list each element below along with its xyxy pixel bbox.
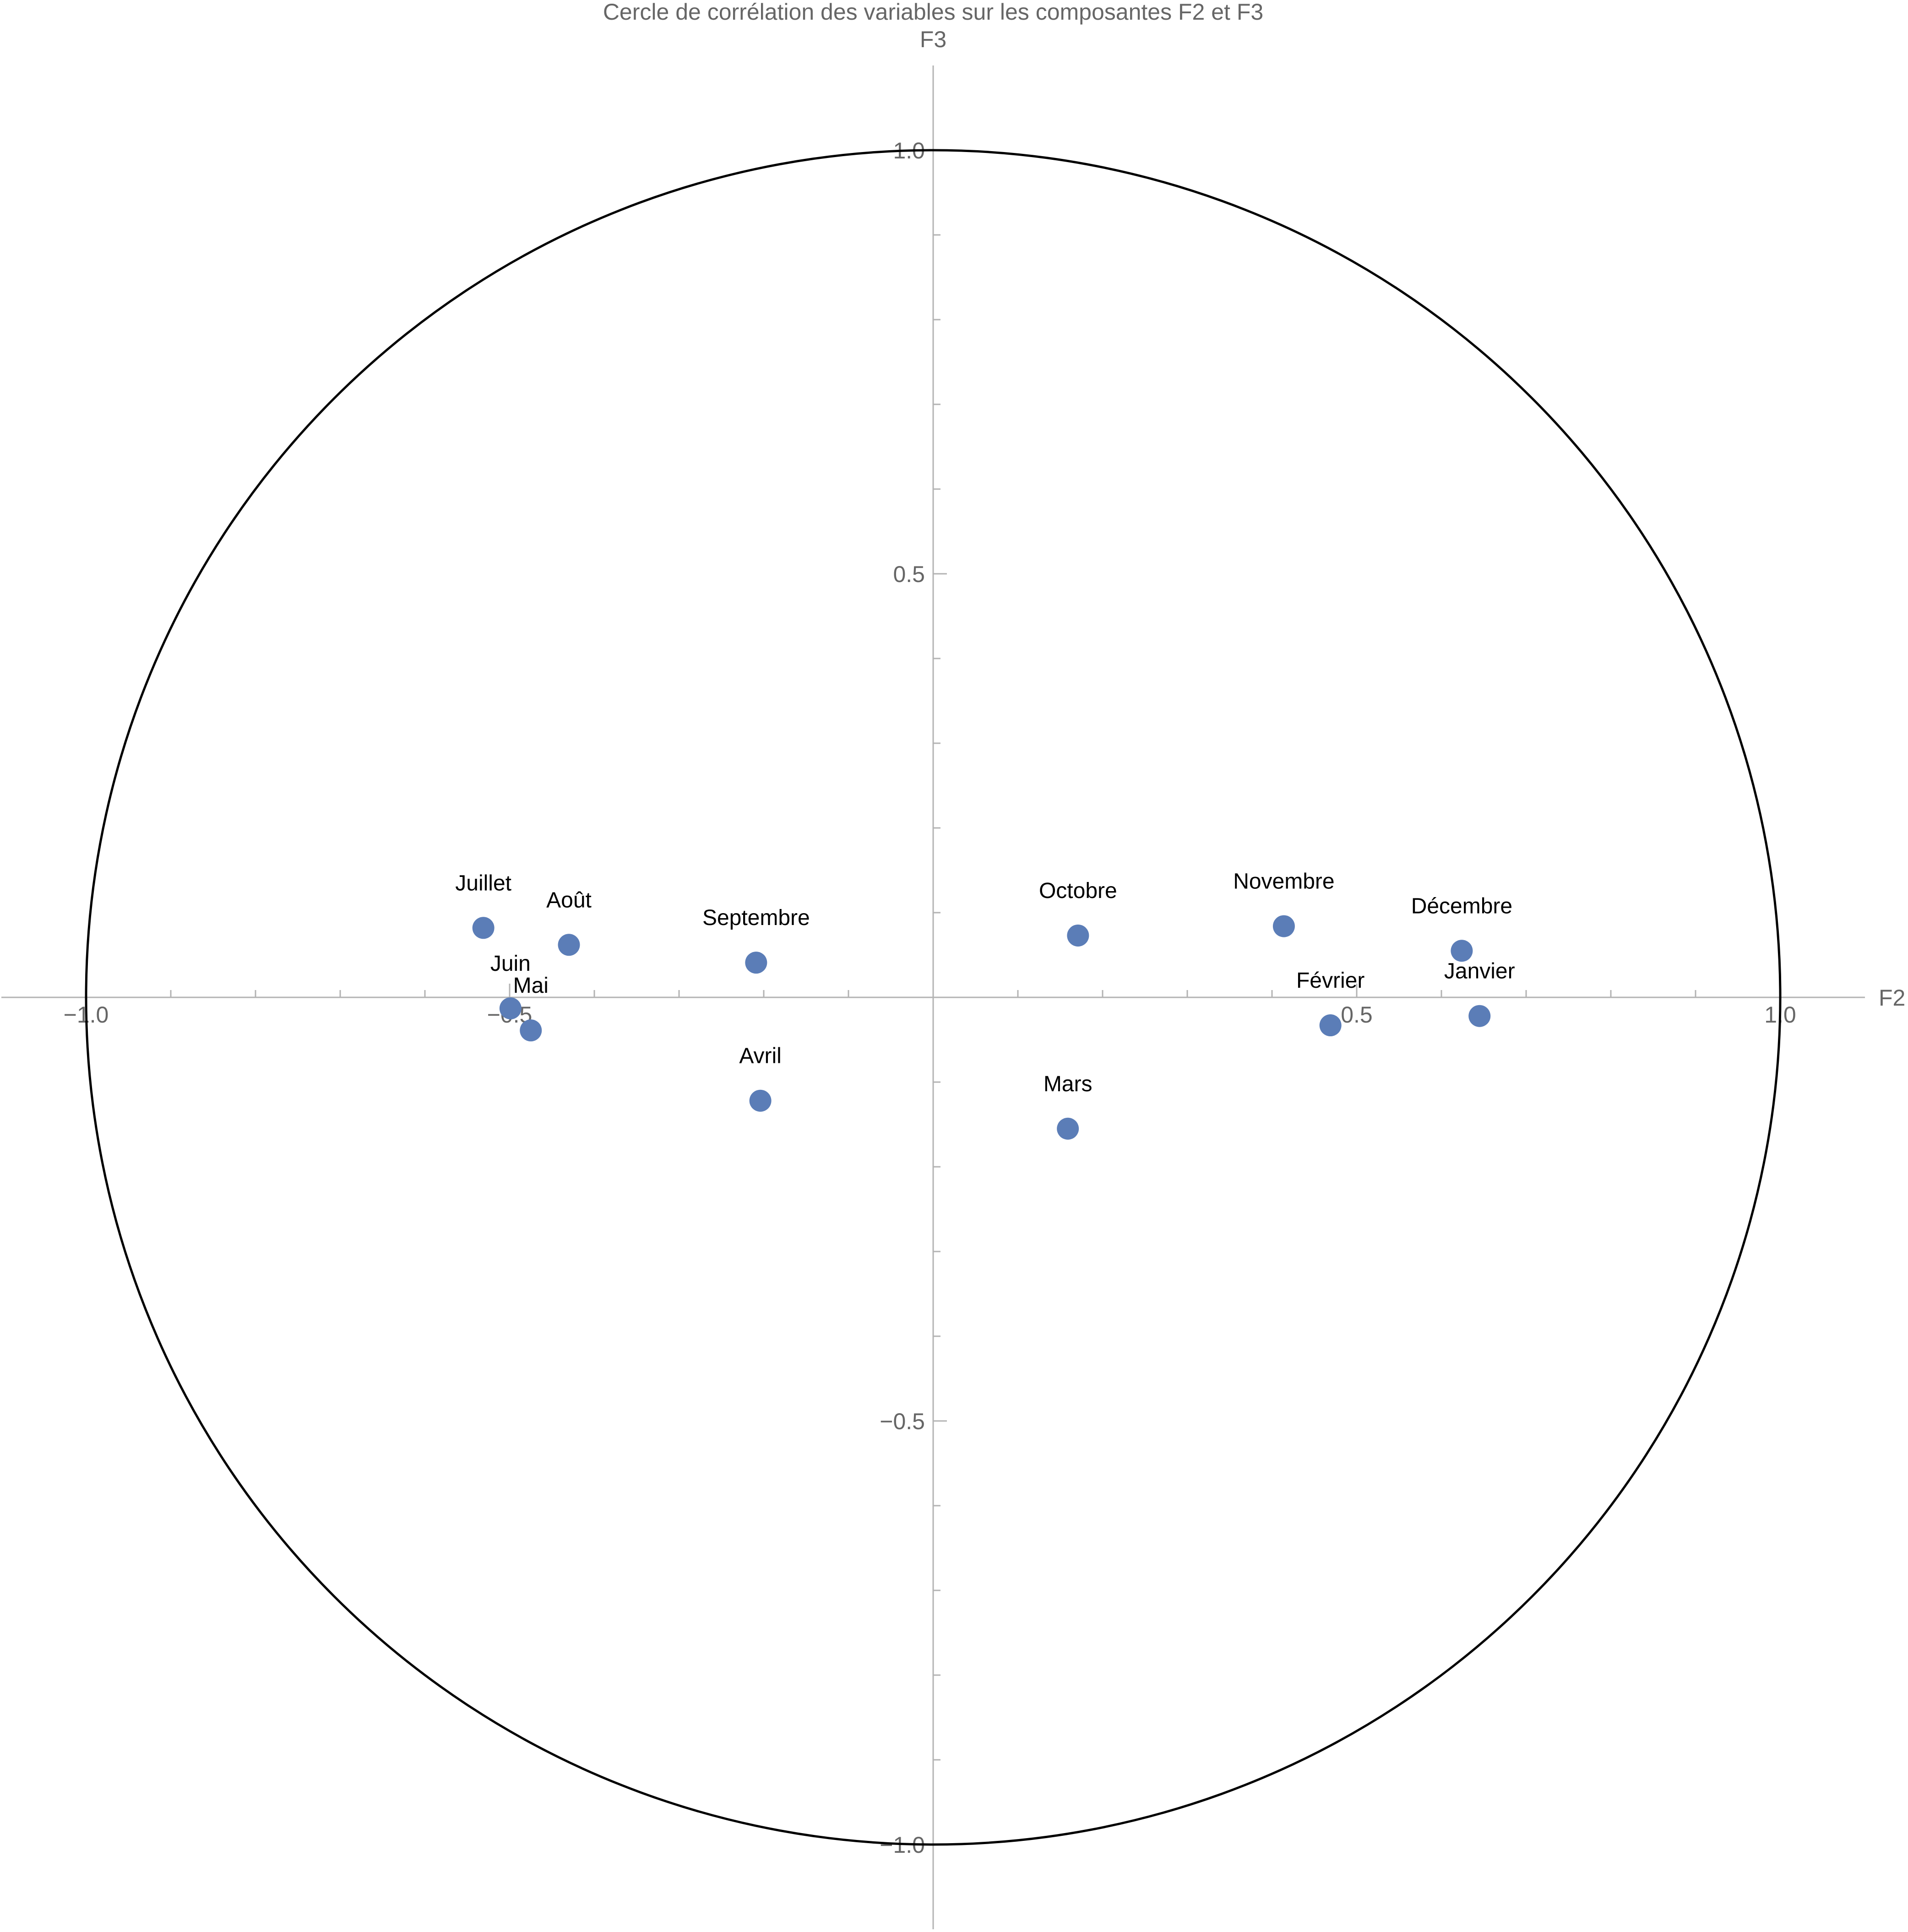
data-point (1057, 1117, 1079, 1140)
data-point-label: Janvier (1444, 959, 1515, 984)
data-point (520, 1019, 542, 1042)
data-point-label: Mars (1044, 1072, 1093, 1096)
unit-circle (85, 149, 1782, 1846)
data-point-label: Septembre (702, 906, 810, 930)
points-layer (472, 915, 1491, 1140)
y-tick-label: −0.5 (880, 1409, 925, 1434)
data-point (558, 934, 580, 956)
data-point-label: Novembre (1233, 870, 1334, 894)
data-point (749, 1089, 772, 1112)
y-axis-title: F3 (920, 27, 946, 52)
data-point-label: Juin (490, 952, 531, 976)
data-point (1067, 924, 1089, 947)
data-point-label: Décembre (1411, 894, 1512, 918)
chart-title: Cercle de corrélation des variables sur … (603, 0, 1263, 25)
data-point (499, 997, 522, 1020)
data-point (1272, 915, 1295, 937)
data-point-label: Août (546, 888, 592, 912)
data-point (745, 952, 767, 974)
y-tick-label: 0.5 (893, 561, 925, 587)
data-point-label: Février (1296, 969, 1364, 993)
data-point (1468, 1005, 1491, 1027)
data-point (1451, 940, 1473, 962)
x-axis-title: F2 (1879, 985, 1905, 1011)
data-point-label: Juillet (455, 871, 511, 895)
x-tick-label: 0.5 (1341, 1002, 1373, 1028)
data-point-label: Octobre (1039, 879, 1117, 903)
data-point (1319, 1014, 1342, 1037)
data-point-label: Mai (513, 974, 549, 998)
data-point-label: Avril (739, 1044, 781, 1068)
data-point (472, 917, 495, 939)
